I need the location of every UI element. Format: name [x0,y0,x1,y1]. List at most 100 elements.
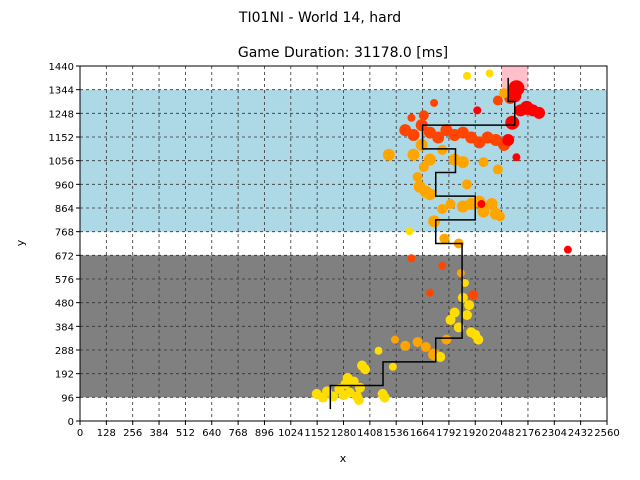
y-tick-label: 672 [55,251,74,262]
data-point [412,171,423,182]
data-point [533,106,546,119]
x-tick-label: 768 [229,428,248,439]
x-tick-label: 1664 [410,428,435,439]
data-point [462,309,473,320]
data-point [492,95,503,106]
data-point [354,382,365,393]
x-tick-label: 2560 [594,428,619,439]
y-tick-label: 576 [55,275,74,286]
data-point [388,362,397,371]
y-tick-label: 1344 [49,86,74,97]
data-point [478,157,489,168]
data-point [456,156,469,169]
x-tick-label: 1408 [357,428,382,439]
data-point [499,88,510,99]
x-tick-label: 1536 [383,428,408,439]
data-point [432,131,445,144]
y-tick-label: 1056 [49,157,74,168]
data-point [412,337,423,348]
data-point [423,188,436,201]
y-tick-label: 384 [55,322,74,333]
data-point [563,245,572,254]
x-tick-label: 1152 [304,428,329,439]
x-tick-label: 1280 [331,428,356,439]
data-point [462,179,473,190]
data-point [505,115,520,130]
y-tick-label: 96 [61,393,74,404]
data-point [407,129,420,142]
data-point [445,314,456,325]
data-point [338,390,349,401]
data-point [415,138,428,151]
y-axis-label: y [14,239,27,246]
x-tick-label: 1792 [436,428,461,439]
data-point [418,110,429,121]
x-axis-label: x [340,452,347,465]
x-tick-label: 384 [150,428,169,439]
data-point [353,395,364,406]
y-tick-label: 288 [55,346,74,357]
data-point [473,334,484,345]
data-point [441,334,452,345]
data-point [473,106,482,115]
figure-suptitle: TI01NI - World 14, hard [238,10,401,26]
data-point [390,335,399,344]
y-tick-label: 768 [55,228,74,239]
data-point [437,144,448,155]
x-tick-label: 2176 [515,428,540,439]
data-point [407,148,420,161]
x-tick-label: 0 [77,428,83,439]
data-point [512,153,521,162]
data-point [494,211,505,222]
y-tick-label: 1248 [49,109,74,120]
data-point [428,215,441,228]
data-point [342,372,353,383]
data-point [460,278,469,287]
data-point [507,88,522,103]
data-point [485,198,498,211]
data-point [477,205,490,218]
x-tick-label: 640 [202,428,221,439]
data-point [407,113,416,122]
data-point [400,340,411,351]
x-tick-label: 896 [255,428,274,439]
x-tick-label: 1920 [463,428,488,439]
data-point [415,119,428,132]
data-point [407,254,416,263]
data-point [502,133,515,146]
data-point [379,392,390,403]
x-tick-label: 256 [123,428,142,439]
y-tick-label: 1440 [49,62,74,73]
plot-area: 0 128 256 384 512 640 768 896 1024 1152 1280 1408 15… [49,62,620,439]
data-point [423,153,436,166]
data-point [437,203,448,214]
data-point [485,69,494,78]
data-point [405,227,414,236]
data-point [435,351,446,362]
x-tick-label: 1024 [278,428,303,439]
data-point [453,322,464,333]
y-tick-label: 0 [68,417,74,428]
data-point [457,292,468,303]
data-point [468,290,479,301]
data-point [430,98,439,107]
data-point [425,288,434,297]
y-tick-label: 864 [55,204,74,215]
data-point [438,261,447,270]
y-tick-label: 480 [55,299,74,310]
y-tick-label: 960 [55,180,74,191]
data-point [439,233,450,244]
data-point [420,342,431,353]
y-tick-label: 192 [55,370,74,381]
y-tick-label: 1152 [49,133,74,144]
x-tick-label: 2432 [568,428,593,439]
data-point [463,71,472,80]
data-point [418,162,429,173]
x-tick-label: 512 [176,428,195,439]
x-tick-label: 2304 [542,428,567,439]
data-point [456,269,465,278]
data-point [374,346,383,355]
data-point [492,164,503,175]
data-point [449,307,460,318]
